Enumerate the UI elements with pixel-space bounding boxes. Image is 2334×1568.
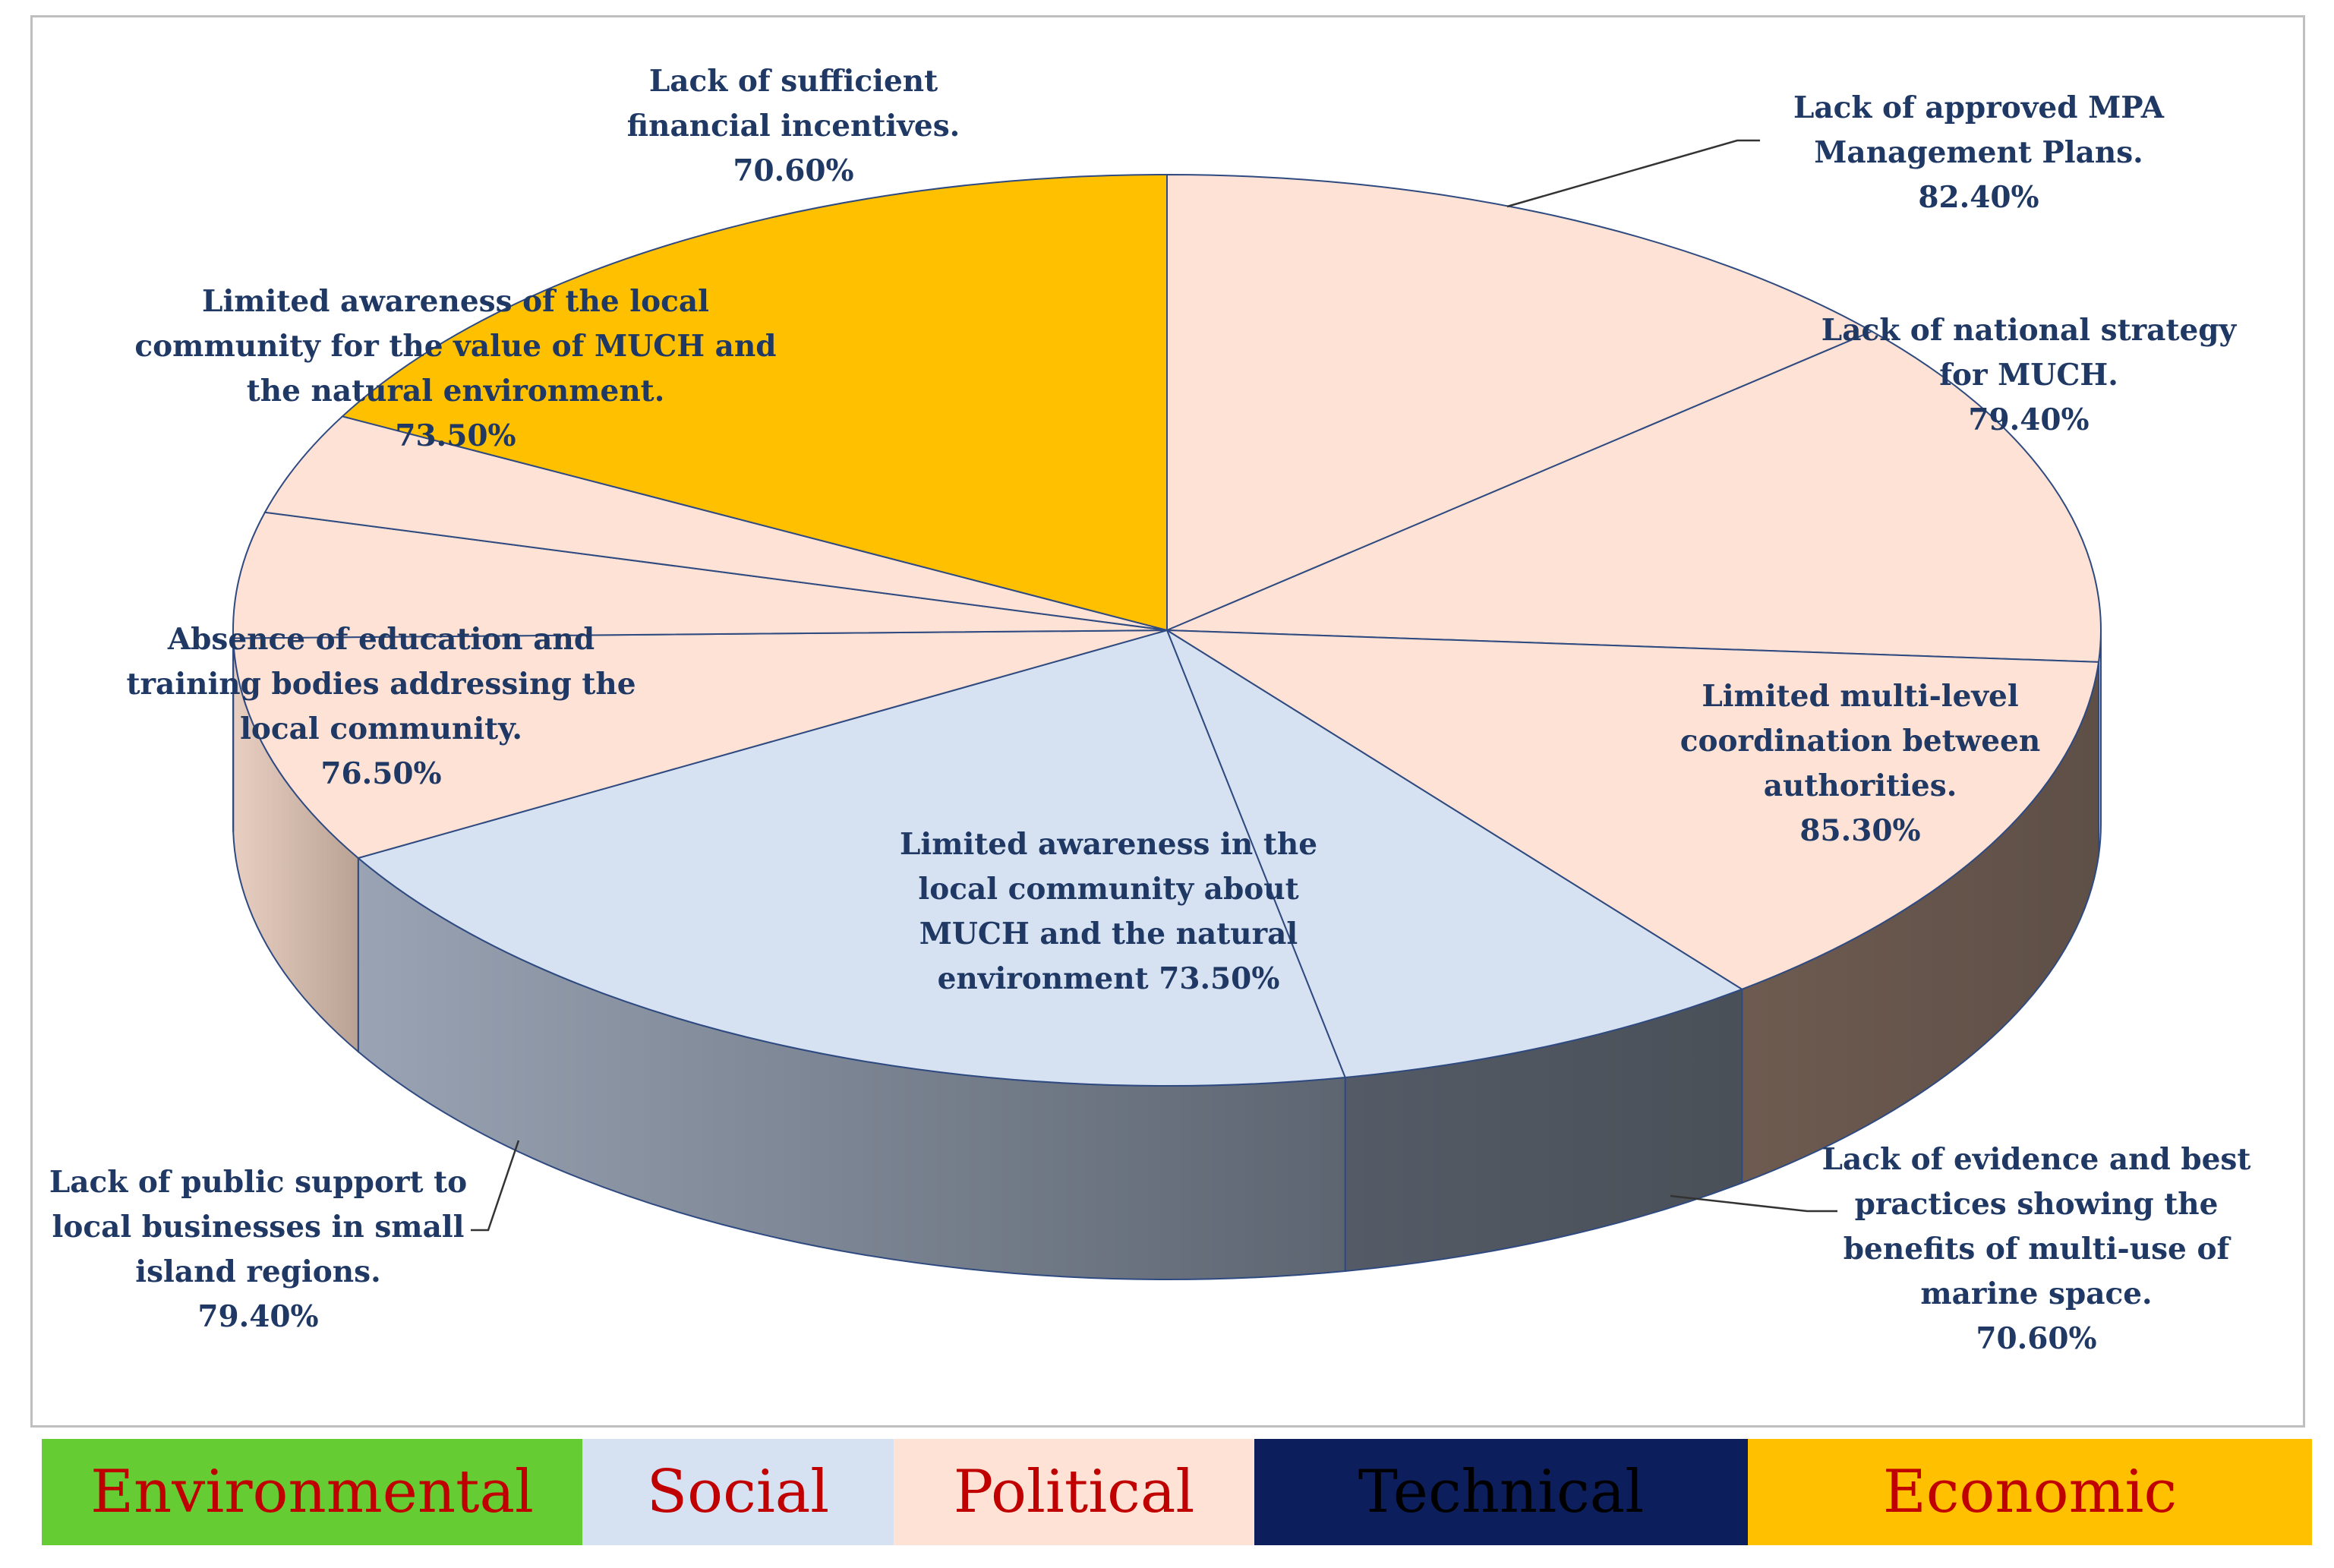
- slice-label-line: Lack of public support to: [49, 1165, 467, 1200]
- slice-label: Lack of evidence and best practices showi…: [1822, 1142, 2251, 1356]
- slice-label-line: marine space.: [1920, 1276, 2152, 1311]
- slice-label-line: training bodies addressing the: [126, 667, 636, 702]
- slice-label: Limited awareness of the local community …: [134, 284, 776, 453]
- pie-slice: [1166, 173, 1874, 632]
- legend-label: Environmental: [90, 1458, 534, 1526]
- slice-label-line: benefits of multi-use of: [1844, 1232, 2231, 1267]
- pie-slice: [232, 511, 1168, 639]
- slice-label-line: Lack of approved MPA: [1793, 90, 2165, 125]
- slice-label-line: coordination between: [1680, 724, 2040, 759]
- slice-label: Lack of national strategy for MUCH. 79.40%: [1821, 313, 2238, 437]
- slice-label-line: 70.60%: [733, 153, 853, 188]
- legend-label: Technical: [1358, 1458, 1645, 1526]
- leader-line: [1506, 139, 1760, 208]
- slice-label-line: Lack of national strategy: [1821, 313, 2238, 348]
- slice-label-line: 79.40%: [1968, 402, 2089, 437]
- pie-slice: [1164, 629, 2100, 990]
- slice-label-line: environment 73.50%: [938, 961, 1280, 996]
- legend-item-environmental: Environmental: [42, 1439, 582, 1545]
- legend-item-political: Political: [894, 1439, 1254, 1545]
- legend-item-technical: Technical: [1254, 1439, 1748, 1545]
- slice-label-line: community for the value of MUCH and: [134, 329, 776, 364]
- pie-slice: [356, 629, 1347, 1087]
- pie-slice: [232, 629, 1168, 860]
- leader-line: [471, 1140, 520, 1232]
- legend-label: Social: [646, 1458, 830, 1526]
- slice-label-line: 70.60%: [1976, 1321, 2096, 1356]
- slice-label-line: practices showing the: [1855, 1187, 2219, 1222]
- slice-label-line: local businesses in small: [52, 1210, 465, 1245]
- legend: Environmental Social Political Technical…: [42, 1439, 2312, 1545]
- slice-label: Limited awareness in the local community …: [900, 827, 1317, 996]
- legend-label: Political: [953, 1458, 1195, 1526]
- slice-label-line: 73.50%: [395, 418, 516, 453]
- slice-label-line: 76.50%: [320, 756, 441, 791]
- slice-label-line: 85.30%: [1799, 813, 1920, 848]
- slice-label-line: Lack of evidence and best: [1822, 1142, 2251, 1177]
- legend-label: Economic: [1882, 1458, 2178, 1526]
- slice-label-line: 82.40%: [1918, 180, 2039, 215]
- leader-line: [1670, 1194, 1837, 1213]
- slice-label-line: 79.40%: [197, 1299, 318, 1334]
- slice-label-line: Limited multi-level: [1702, 679, 2018, 714]
- pie-slice: [1165, 628, 1744, 1079]
- legend-item-economic: Economic: [1748, 1439, 2312, 1545]
- slice-label-line: Lack of sufficient: [649, 64, 938, 99]
- slice-label-line: for MUCH.: [1939, 358, 2118, 393]
- legend-item-social: Social: [582, 1439, 894, 1545]
- slice-label-line: the natural environment.: [247, 374, 665, 409]
- slice-label-line: Limited awareness in the: [900, 827, 1317, 862]
- slice-label-line: MUCH and the natural: [919, 917, 1298, 951]
- slice-label: Absence of education and training bodies …: [126, 622, 636, 791]
- slice-label-line: local community about: [918, 872, 1298, 907]
- slice-label-line: Limited awareness of the local: [202, 284, 709, 319]
- slice-label: Limited multi-level coordination between a…: [1680, 679, 2040, 848]
- slice-label-line: Management Plans.: [1814, 135, 2143, 170]
- slice-label-line: island regions.: [135, 1254, 380, 1289]
- pie-slice: [340, 173, 1168, 632]
- slice-label: Lack of sufficient financial incentives. 7…: [627, 64, 960, 188]
- slice-label-line: financial incentives.: [627, 109, 960, 144]
- slice-label-line: Absence of education and: [167, 622, 595, 657]
- pie-slice: [1166, 330, 2102, 663]
- slice-label: Lack of approved MPA Management Plans. 82.…: [1793, 90, 2165, 215]
- pie-slice: [263, 415, 1168, 631]
- slice-label-line: local community.: [240, 711, 522, 746]
- slice-label-line: authorities.: [1764, 768, 1957, 803]
- slice-label: Lack of public support to local businesse…: [49, 1165, 467, 1334]
